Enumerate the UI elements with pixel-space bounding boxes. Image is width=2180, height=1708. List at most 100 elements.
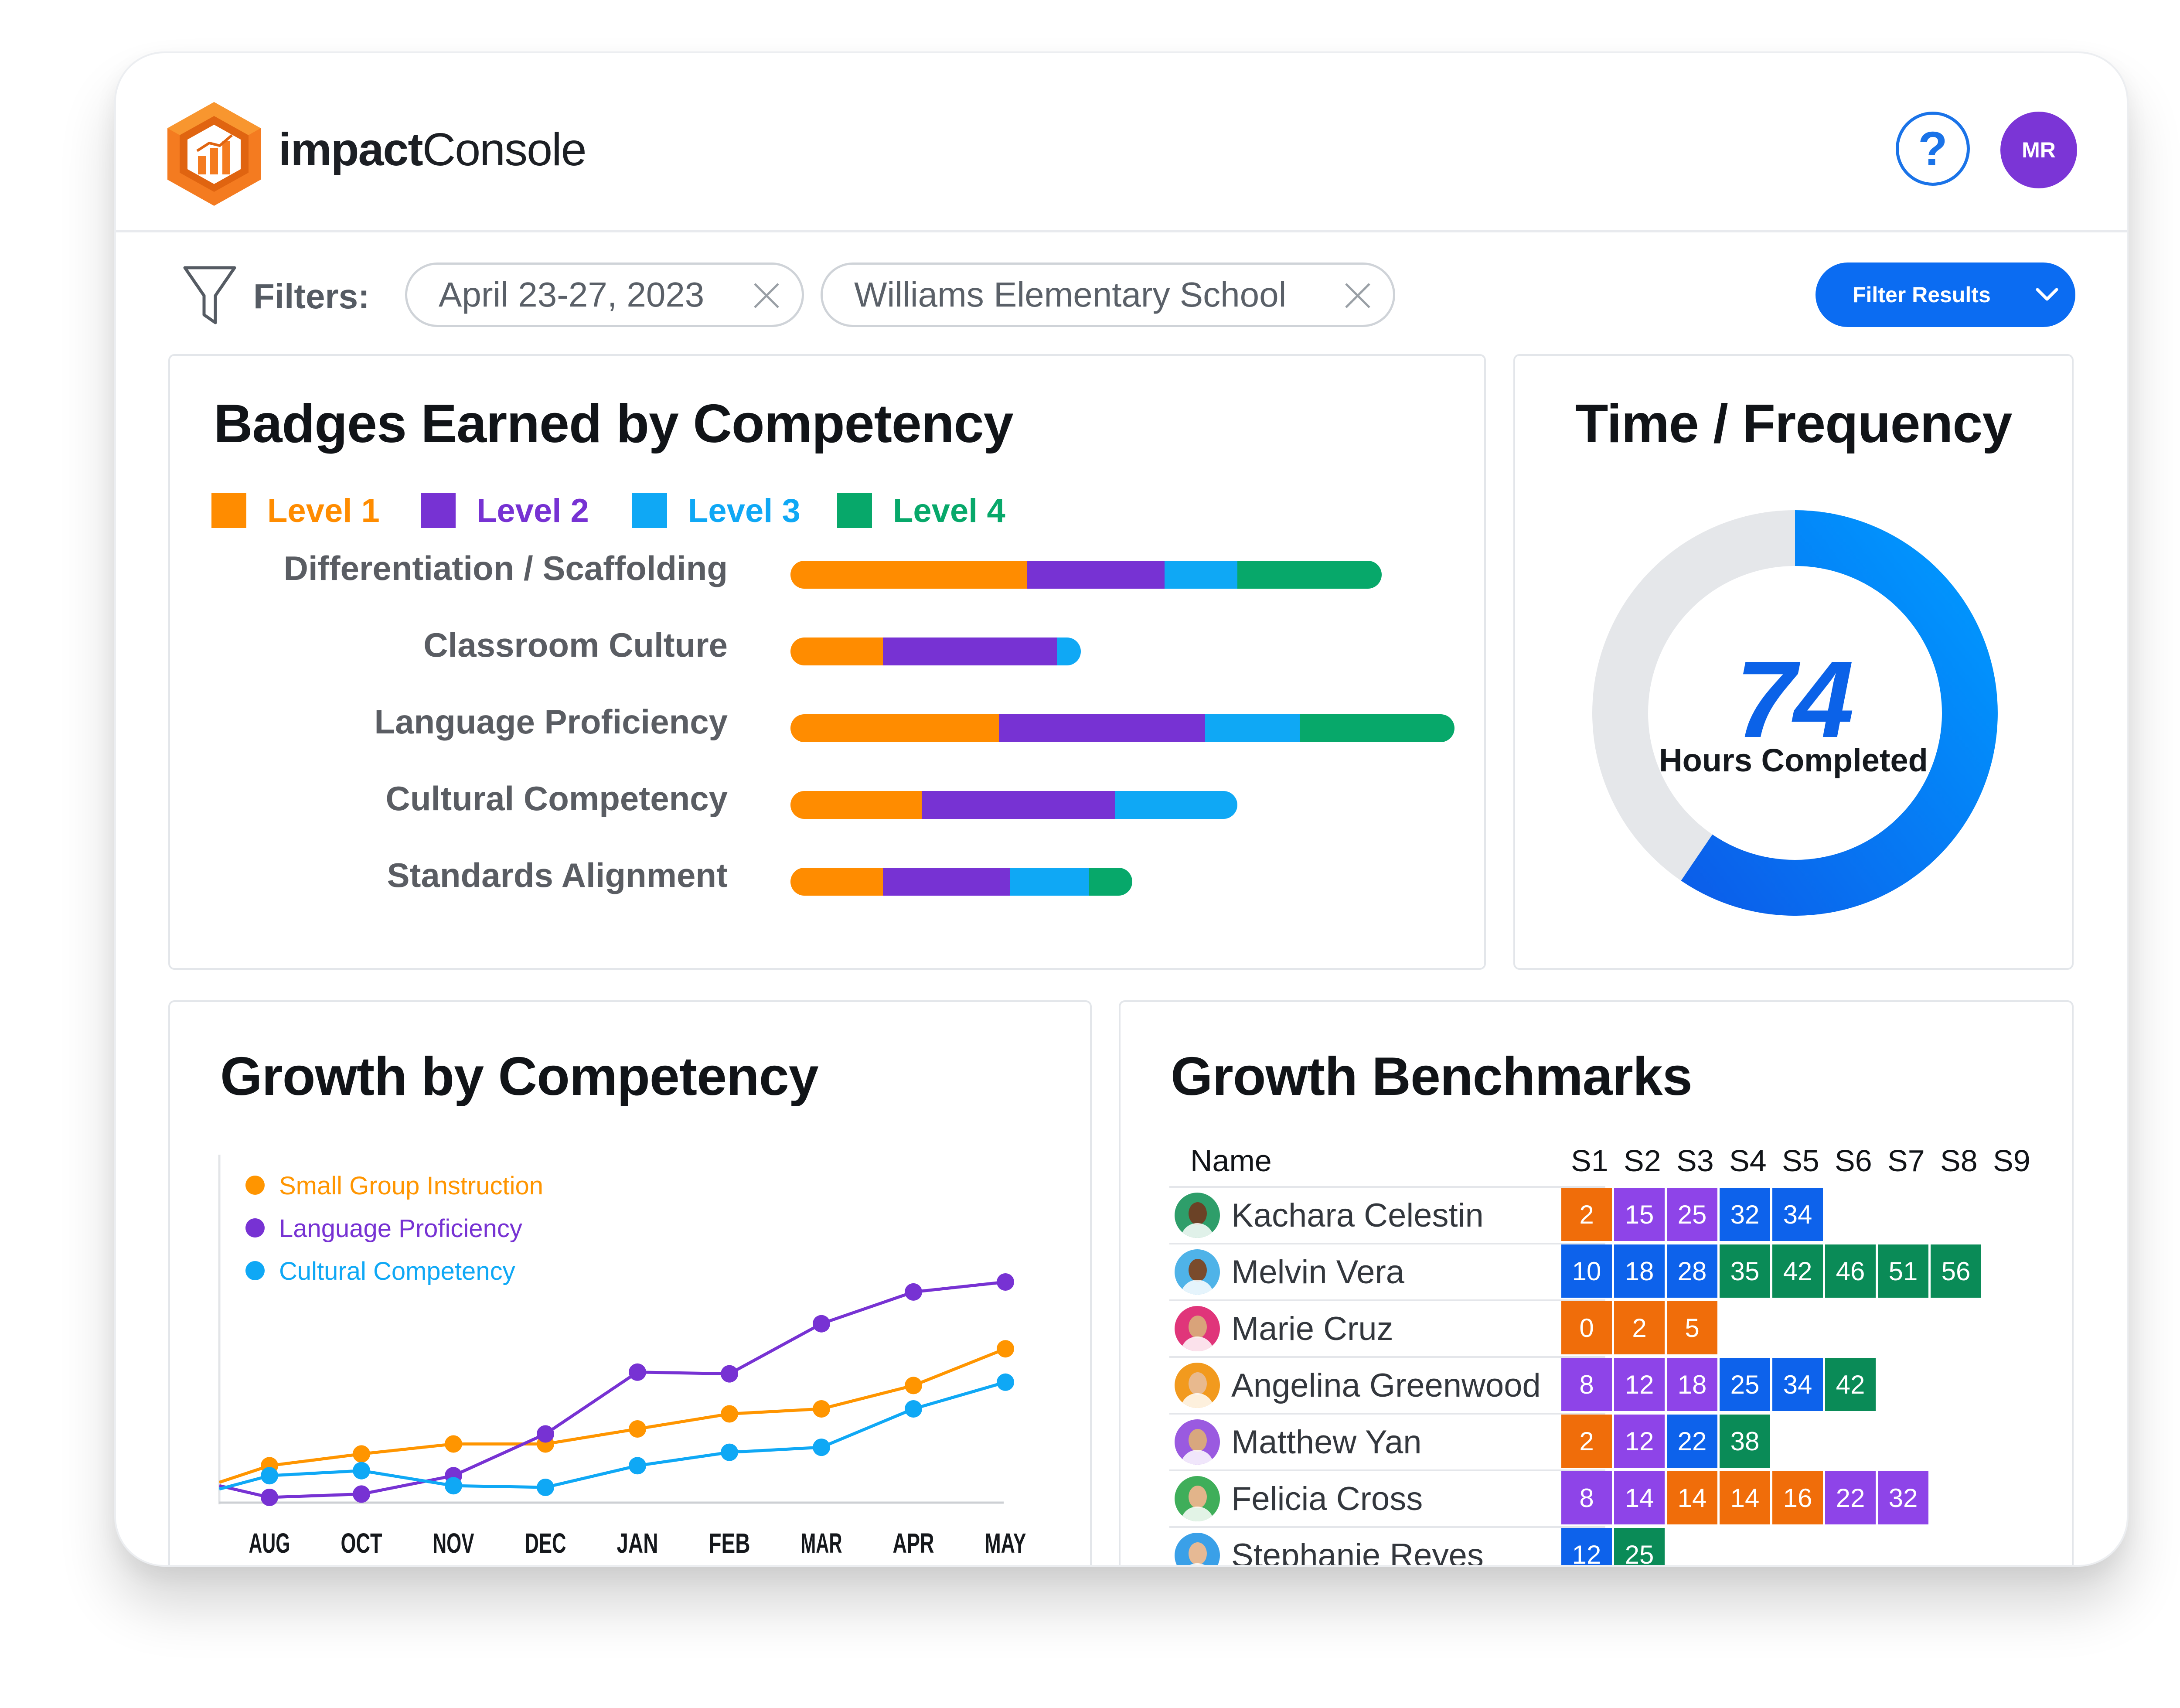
column-header: S8: [1940, 1144, 1978, 1178]
student-face: [1189, 1259, 1207, 1282]
data-point: [629, 1420, 646, 1438]
competency-label: Differentiation / Scaffolding: [283, 549, 728, 587]
bar-segment-level-4: [1237, 561, 1382, 589]
student-shoulders: [1181, 1280, 1214, 1295]
legend-swatch: [632, 493, 667, 528]
legend-swatch: [211, 493, 246, 528]
column-header: S7: [1887, 1144, 1925, 1178]
data-point: [537, 1479, 554, 1496]
student-avatar: [1175, 1249, 1220, 1295]
competency-label: Classroom Culture: [423, 626, 728, 664]
name-column-header: Name: [1190, 1144, 1272, 1178]
row-divider: [1169, 1356, 1605, 1358]
data-point: [353, 1485, 370, 1503]
bar-segment-level-4: [1300, 714, 1455, 742]
student-row[interactable]: Felicia Cross: [1169, 1471, 1423, 1526]
student-shoulders: [1181, 1563, 1214, 1565]
bar-segment-level-1: [790, 638, 883, 665]
benchmark-cell: 12: [1561, 1528, 1612, 1565]
student-name: Matthew Yan: [1231, 1423, 1422, 1461]
data-point: [997, 1373, 1014, 1391]
app-window: impactConsole ? MR Filters: April 23-27,…: [114, 51, 2129, 1567]
student-row[interactable]: Stephanie Reyes: [1169, 1528, 1484, 1565]
filter-chip-label: Williams Elementary School: [854, 275, 1287, 314]
help-button[interactable]: ?: [1896, 112, 1970, 186]
x-tick-label: MAR: [801, 1527, 842, 1559]
student-name: Marie Cruz: [1231, 1310, 1393, 1347]
student-shoulders: [1181, 1223, 1214, 1238]
x-tick-label: FEB: [709, 1527, 750, 1559]
filter-results-label: Filter Results: [1853, 283, 1991, 307]
student-face: [1189, 1202, 1207, 1225]
column-header: S3: [1676, 1144, 1714, 1178]
student-shoulders: [1181, 1450, 1214, 1465]
legend-item: Level 4: [837, 492, 1005, 529]
data-point: [721, 1365, 738, 1383]
data-point: [721, 1443, 738, 1461]
x-tick-label: NOV: [433, 1527, 474, 1559]
growth-title: Growth by Competency: [220, 1047, 819, 1107]
column-header: S1: [1571, 1144, 1608, 1178]
student-row[interactable]: Angelina Greenwood: [1169, 1358, 1541, 1413]
badges-title: Badges Earned by Competency: [214, 394, 1014, 454]
data-point: [721, 1405, 738, 1423]
filter-bar: Filters: April 23-27, 2023 Williams Elem…: [116, 258, 2127, 328]
x-tick-label: DEC: [525, 1527, 566, 1559]
growth-card: AUG OCT NOV DEC JAN FEB MAR APR MAY Small Group I…: [168, 1000, 1092, 1565]
legend-label: Level 2: [477, 492, 589, 529]
student-face: [1189, 1429, 1207, 1452]
student-avatar: [1175, 1476, 1220, 1521]
student-name: Angelina Greenwood: [1231, 1367, 1541, 1404]
data-point: [813, 1400, 830, 1418]
hours-donut-chart: [1592, 510, 1998, 916]
benchmark-cell: 2: [1561, 1415, 1612, 1468]
legend-marker: [245, 1176, 265, 1195]
x-tick-label: APR: [893, 1527, 934, 1559]
filter-chip-date[interactable]: April 23-27, 2023: [405, 263, 804, 327]
data-point: [353, 1445, 370, 1463]
legend-label: Small Group Instruction: [279, 1172, 543, 1200]
benchmark-cell: 5: [1667, 1301, 1717, 1354]
series-line-small-group-instruction: [218, 1347, 1006, 1484]
filter-results-button[interactable]: Filter Results: [1816, 263, 2075, 327]
data-point: [905, 1377, 922, 1394]
bar-segment-level-3: [1205, 714, 1300, 742]
benchmarks-title: Growth Benchmarks: [1171, 1047, 1693, 1107]
benchmark-cell: 25: [1667, 1188, 1717, 1241]
hours-completed-value: 74: [1735, 638, 1854, 760]
data-point: [537, 1425, 554, 1443]
benchmark-cell: 0: [1561, 1301, 1612, 1354]
stacked-bar: [790, 791, 1238, 819]
legend-item: Level 1: [211, 492, 380, 529]
row-divider: [1169, 1526, 1605, 1528]
benchmark-cell: 28: [1667, 1244, 1717, 1298]
legend-item: Level 2: [421, 492, 589, 529]
data-point: [353, 1462, 370, 1480]
benchmark-cell: 12: [1614, 1358, 1665, 1411]
benchmark-cell: 2: [1561, 1188, 1612, 1241]
benchmark-cell: 8: [1561, 1358, 1612, 1411]
close-icon[interactable]: [753, 282, 780, 309]
filter-chip-label: April 23-27, 2023: [439, 275, 705, 314]
benchmark-cell: 18: [1667, 1358, 1717, 1411]
row-divider: [1169, 1299, 1605, 1301]
x-tick-label: AUG: [249, 1527, 290, 1559]
benchmark-cell: 18: [1614, 1244, 1665, 1298]
header-bar: impactConsole ? MR: [116, 53, 2127, 232]
funnel-icon: [183, 266, 236, 324]
student-row[interactable]: Marie Cruz: [1169, 1301, 1393, 1356]
bar-segment-level-3: [1115, 791, 1238, 819]
row-divider: [1169, 1186, 1605, 1188]
student-avatar: [1175, 1193, 1220, 1238]
legend-label: Level 3: [688, 492, 800, 529]
filter-chip-school[interactable]: Williams Elementary School: [821, 263, 1395, 327]
close-icon[interactable]: [1344, 282, 1371, 309]
data-point: [629, 1457, 646, 1475]
user-avatar[interactable]: MR: [2000, 112, 2077, 188]
student-row[interactable]: Melvin Vera: [1169, 1244, 1404, 1299]
competency-label: Standards Alignment: [387, 856, 728, 894]
benchmark-cell: 42: [1825, 1358, 1876, 1411]
data-point: [261, 1489, 278, 1506]
student-row[interactable]: Matthew Yan: [1169, 1415, 1422, 1469]
student-row[interactable]: Kachara Celestin: [1169, 1188, 1484, 1243]
